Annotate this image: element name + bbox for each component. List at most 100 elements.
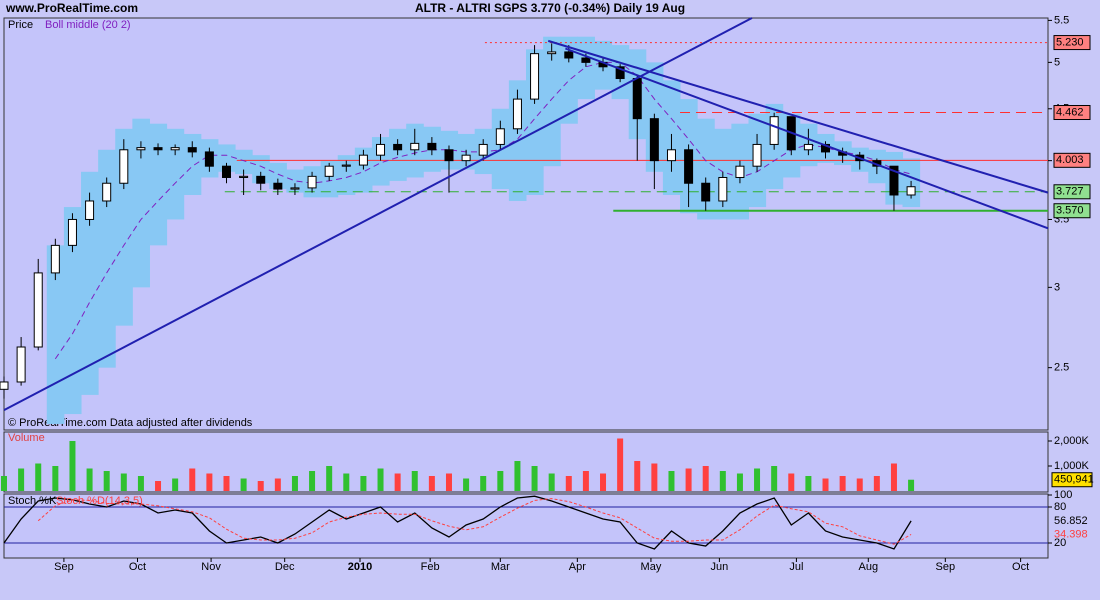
level-label: 3.727 bbox=[1056, 186, 1084, 198]
volume-bar bbox=[668, 471, 675, 491]
stoch-last-value: 34.398 bbox=[1054, 528, 1088, 540]
volume-bar bbox=[1, 476, 7, 491]
y-tick-label: 5 bbox=[1054, 56, 1060, 68]
x-tick-label: 2010 bbox=[348, 561, 372, 573]
volume-bar bbox=[428, 476, 435, 491]
volume-bar bbox=[788, 473, 795, 491]
volume-bar bbox=[18, 468, 25, 491]
candle-body bbox=[718, 176, 728, 202]
x-tick-label: Sep bbox=[54, 561, 74, 573]
trendline bbox=[565, 47, 1049, 230]
x-tick-label: Apr bbox=[569, 561, 586, 573]
volume-bar bbox=[86, 468, 93, 491]
candle-body bbox=[204, 151, 214, 167]
trendline bbox=[547, 39, 1049, 194]
level-label: 5.230 bbox=[1056, 36, 1084, 48]
candle-body bbox=[889, 165, 899, 196]
stoch-last-value: 56.852 bbox=[1054, 515, 1088, 527]
bollinger-band bbox=[217, 144, 236, 172]
x-tick-label: Aug bbox=[859, 561, 879, 573]
plot-layer: 2.533.544.555.55.2304.4624.0033.7273.570… bbox=[0, 14, 1094, 573]
volume-last-label: 450,941 bbox=[1054, 474, 1094, 486]
x-tick-label: May bbox=[641, 561, 662, 573]
candle-body bbox=[358, 154, 368, 166]
bollinger-band bbox=[235, 149, 253, 175]
bollinger-band bbox=[149, 123, 168, 246]
candle-body bbox=[461, 154, 471, 162]
footnote: © ProRealTime.com Data adjusted after di… bbox=[8, 417, 253, 429]
candle-body bbox=[512, 98, 522, 130]
volume-bar bbox=[394, 473, 401, 491]
bollinger-band bbox=[63, 207, 82, 415]
volume-bar bbox=[702, 466, 709, 491]
candle-body bbox=[752, 143, 762, 167]
volume-bar bbox=[617, 438, 624, 491]
bollinger-band bbox=[577, 36, 595, 100]
bollinger-band bbox=[543, 36, 561, 167]
volume-bar bbox=[69, 441, 76, 491]
volume-bar bbox=[291, 476, 298, 491]
y-tick-label: 5.5 bbox=[1054, 14, 1069, 26]
candle-body bbox=[735, 165, 745, 178]
volume-bar bbox=[480, 476, 487, 491]
volume-bar bbox=[548, 473, 555, 491]
y-tick-label: 20 bbox=[1054, 537, 1066, 549]
candle-body bbox=[581, 57, 591, 63]
y-tick-label: 1,000K bbox=[1054, 460, 1090, 472]
candle-body bbox=[324, 165, 334, 177]
volume-bar bbox=[890, 463, 897, 491]
x-tick-label: Jun bbox=[711, 561, 729, 573]
candle-body bbox=[170, 147, 180, 151]
y-tick-label: 2.5 bbox=[1054, 362, 1069, 374]
volume-bar bbox=[240, 478, 247, 491]
candle-body bbox=[221, 165, 231, 178]
volume-bar bbox=[257, 481, 264, 491]
volume-bar bbox=[651, 463, 658, 491]
volume-bar bbox=[137, 476, 144, 491]
volume-bar bbox=[736, 473, 743, 491]
candle-body bbox=[495, 128, 505, 145]
candle-body bbox=[341, 164, 351, 167]
x-tick-label: Jul bbox=[789, 561, 803, 573]
level-label: 3.570 bbox=[1056, 205, 1084, 217]
x-tick-label: Mar bbox=[491, 561, 510, 573]
volume-bar bbox=[531, 466, 538, 491]
trendline bbox=[3, 17, 753, 412]
candle-body bbox=[376, 143, 386, 156]
candle-body bbox=[393, 143, 403, 151]
candle-body bbox=[187, 147, 197, 153]
volume-bar bbox=[805, 476, 812, 491]
level-label: 4.003 bbox=[1056, 154, 1084, 166]
candle-body bbox=[136, 147, 146, 151]
volume-bar bbox=[35, 463, 42, 491]
candle-body bbox=[410, 142, 420, 151]
volume-bar bbox=[189, 468, 196, 491]
bollinger-band bbox=[98, 149, 116, 368]
stoch-line bbox=[3, 495, 912, 550]
candle-body bbox=[239, 175, 249, 178]
volume-bar bbox=[565, 476, 572, 491]
x-tick-label: Oct bbox=[1012, 561, 1029, 573]
legend-price: Price bbox=[8, 19, 33, 31]
site-name[interactable]: www.ProRealTime.com bbox=[5, 1, 138, 15]
candle-body bbox=[649, 118, 659, 162]
bollinger-band bbox=[286, 169, 305, 193]
volume-bar bbox=[274, 478, 281, 491]
candle-body bbox=[769, 116, 779, 145]
candle-body bbox=[906, 186, 916, 196]
volume-bar bbox=[52, 466, 59, 491]
candle-body bbox=[16, 346, 26, 383]
volume-bar bbox=[223, 476, 230, 491]
candle-body bbox=[273, 182, 283, 190]
volume-bar bbox=[685, 468, 692, 491]
x-tick-label: Feb bbox=[421, 561, 440, 573]
candle-body bbox=[119, 149, 129, 184]
candle-body bbox=[803, 143, 813, 151]
volume-bar bbox=[326, 466, 333, 491]
y-tick-label: 100 bbox=[1054, 489, 1072, 501]
candle-body bbox=[290, 187, 300, 190]
y-tick-label: 80 bbox=[1054, 501, 1066, 513]
volume-bar bbox=[514, 461, 521, 491]
legend-entry: Stoch %K bbox=[8, 495, 57, 507]
